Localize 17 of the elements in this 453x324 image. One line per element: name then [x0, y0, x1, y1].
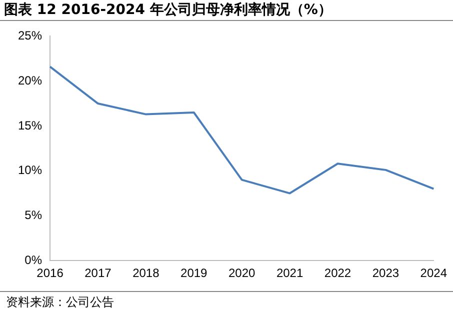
- x-tick-label: 2017: [84, 266, 112, 280]
- y-tick-label: 10%: [18, 163, 42, 178]
- chart-title: 图表 12 2016-2024 年公司归母净利率情况（%）: [0, 0, 453, 21]
- y-tick-label: 25%: [18, 28, 42, 43]
- x-tick-label: 2019: [180, 266, 208, 280]
- x-tick-label: 2024: [420, 266, 448, 280]
- y-tick-label: 5%: [24, 208, 42, 222]
- y-tick-label: 15%: [18, 118, 42, 132]
- x-tick-label: 2022: [324, 266, 352, 280]
- x-tick-label: 2020: [228, 266, 256, 280]
- y-tick-label: 0%: [24, 252, 42, 267]
- x-tick-label: 2023: [372, 266, 400, 280]
- text: 资料来源：公司公告: [0, 291, 453, 313]
- x-tick-label: 2016: [36, 266, 64, 280]
- x-tick-label: 2018: [132, 266, 160, 280]
- y-tick-label: 20%: [18, 73, 42, 88]
- x-tick-label: 2021: [276, 266, 304, 280]
